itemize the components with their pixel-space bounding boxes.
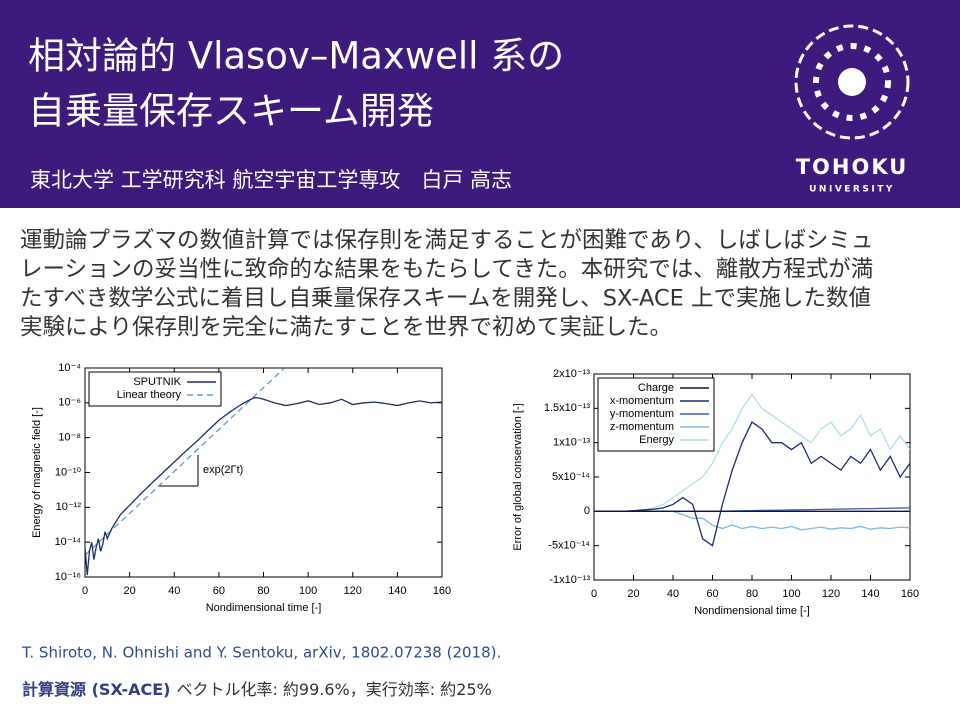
- x-tick-label: 100: [299, 585, 317, 597]
- series-line: [594, 510, 910, 531]
- x-tick-label: 120: [822, 588, 840, 600]
- x-tick-label: 100: [782, 588, 800, 600]
- series-line: [85, 396, 442, 576]
- x-tick-label: 20: [627, 588, 639, 600]
- logo-leaves: [813, 43, 891, 121]
- x-tick-label: 160: [433, 585, 451, 597]
- logo-text: TOHOKU: [796, 155, 909, 179]
- affiliation: 東北大学 工学研究科 航空宇宙工学専攻 白戸 高志: [30, 168, 512, 192]
- body-line: 実験により保存則を完全に満たすことを世界で初めて実証した。: [20, 315, 672, 341]
- x-tick-label: 80: [257, 585, 269, 597]
- legend-label: x-momentum: [610, 395, 674, 407]
- x-tick-label: 20: [124, 585, 136, 597]
- body-line: たすべき数学公式に着目し自乗量保存スキームを開発し、SX-ACE 上で実施した数…: [20, 286, 871, 312]
- y-tick-label: 10⁻¹²: [56, 501, 82, 513]
- citation: T. Shiroto, N. Ohnishi and Y. Sentoku, a…: [21, 644, 501, 662]
- x-tick-label: 0: [82, 585, 88, 597]
- y-axis-label: Energy of magnetic field [-]: [31, 407, 43, 538]
- y-tick-label: 1.5x10⁻¹³: [544, 402, 590, 414]
- legend-label: y-momentum: [610, 408, 674, 420]
- chart: -1x10⁻¹³ -5x10⁻¹⁴ 0 5x10⁻¹⁴ 1x10⁻¹³ 1.5x10⁻¹³…: [512, 368, 919, 617]
- legend-label: Energy: [639, 434, 674, 446]
- y-tick-label: 10⁻⁶: [58, 397, 81, 409]
- title-line: 自乗量保存スキーム開発: [28, 90, 434, 133]
- x-tick-label: 160: [901, 588, 919, 600]
- y-tick-label: 10⁻¹⁶: [55, 571, 81, 583]
- logo-center: [838, 68, 866, 96]
- logo-ring: [794, 24, 910, 140]
- series-line: [594, 421, 910, 547]
- x-axis-label: Nondimensional time [-]: [694, 605, 810, 617]
- legend-label: z-momentum: [610, 421, 674, 433]
- y-tick-label: 10⁻¹⁴: [55, 536, 82, 548]
- x-tick-label: 140: [861, 588, 879, 600]
- resources-text: ベクトル化率: 約99.6%，実行効率: 約25%: [176, 680, 491, 699]
- y-tick-label: 2x10⁻¹³: [553, 368, 590, 380]
- body-line: 運動論プラズマの数値計算では保存則を満足することが困難であり、しばしばシミュ: [20, 228, 873, 254]
- x-tick-label: 60: [706, 588, 718, 600]
- x-tick-label: 40: [168, 585, 180, 597]
- annotation: exp(2Γt): [203, 464, 243, 476]
- logo: TOHOKU UNIVERSITY: [794, 24, 910, 195]
- legend-label: Charge: [638, 382, 674, 394]
- slope-triangle: [158, 455, 199, 487]
- x-tick-label: 60: [213, 585, 225, 597]
- y-tick-label: 0: [584, 505, 590, 517]
- legend-label: Linear theory: [117, 389, 182, 401]
- chart: 10⁻¹⁶ 10⁻¹⁴ 10⁻¹² 10⁻¹⁰ 10⁻⁸ 10⁻⁶ 10⁻⁴ 0 20 40 60 8…: [31, 362, 451, 614]
- resources: 計算資源 (SX-ACE) ベクトル化率: 約99.6%，実行効率: 約25%: [22, 680, 492, 699]
- legend-box: [88, 371, 222, 407]
- legend-label: SPUTNIK: [133, 376, 181, 388]
- y-tick-label: 10⁻⁴: [58, 362, 81, 374]
- y-axis-label: Error of global conservation [-]: [512, 403, 524, 550]
- y-tick-label: 1x10⁻¹³: [553, 437, 590, 449]
- y-tick-label: 10⁻¹⁰: [55, 466, 82, 478]
- body-line: レーションの妥当性に致命的な結果をもたらしてきた。本研究では、離散方程式が満: [20, 257, 873, 283]
- logo-subtext: UNIVERSITY: [809, 185, 895, 195]
- x-tick-label: 140: [388, 585, 406, 597]
- y-tick-label: 5x10⁻¹⁴: [552, 471, 590, 483]
- title-line: 相対論的 Vlasov–Maxwell 系の: [28, 35, 564, 78]
- y-tick-label: -1x10⁻¹³: [549, 574, 590, 586]
- series-line: [85, 368, 285, 556]
- resources-label: 計算資源 (SX-ACE): [22, 680, 170, 699]
- x-tick-label: 40: [667, 588, 679, 600]
- x-tick-label: 0: [591, 588, 597, 600]
- x-axis-label: Nondimensional time [-]: [206, 602, 322, 614]
- x-tick-label: 120: [344, 585, 362, 597]
- x-tick-label: 80: [746, 588, 758, 600]
- y-tick-label: -5x10⁻¹⁴: [548, 540, 590, 552]
- y-tick-label: 10⁻⁸: [58, 432, 81, 444]
